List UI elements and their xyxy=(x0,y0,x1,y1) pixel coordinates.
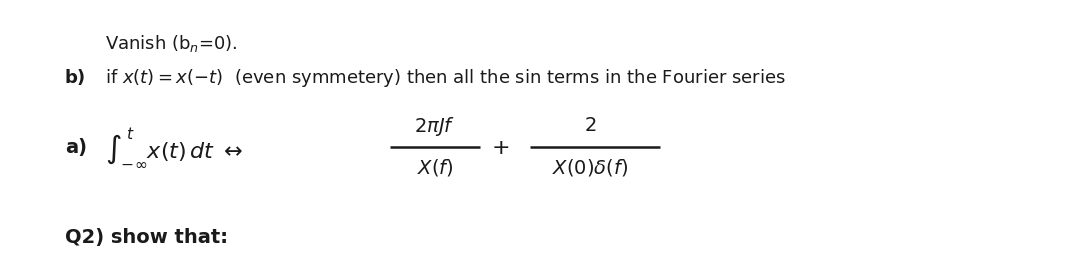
Text: $X(f)$: $X(f)$ xyxy=(417,157,454,178)
Text: a): a) xyxy=(65,138,87,157)
Text: if $x(t) = x(-t)$  (even symmetery) then all the sin terms in the Fourier series: if $x(t) = x(-t)$ (even symmetery) then … xyxy=(105,67,786,89)
Text: $X(0)\delta(f)$: $X(0)\delta(f)$ xyxy=(552,157,629,178)
Text: $\int_{-\infty}^{\,t} x(t)\,dt \;\leftrightarrow$: $\int_{-\infty}^{\,t} x(t)\,dt \;\leftri… xyxy=(105,126,243,169)
Text: b): b) xyxy=(65,69,86,87)
Text: $+$: $+$ xyxy=(491,136,509,158)
Text: $2\pi Jf$: $2\pi Jf$ xyxy=(415,114,456,137)
Text: Q2) show that:: Q2) show that: xyxy=(65,227,228,246)
Text: Vanish (b$_{n}$=0).: Vanish (b$_{n}$=0). xyxy=(105,33,238,54)
Text: $2$: $2$ xyxy=(584,117,596,134)
